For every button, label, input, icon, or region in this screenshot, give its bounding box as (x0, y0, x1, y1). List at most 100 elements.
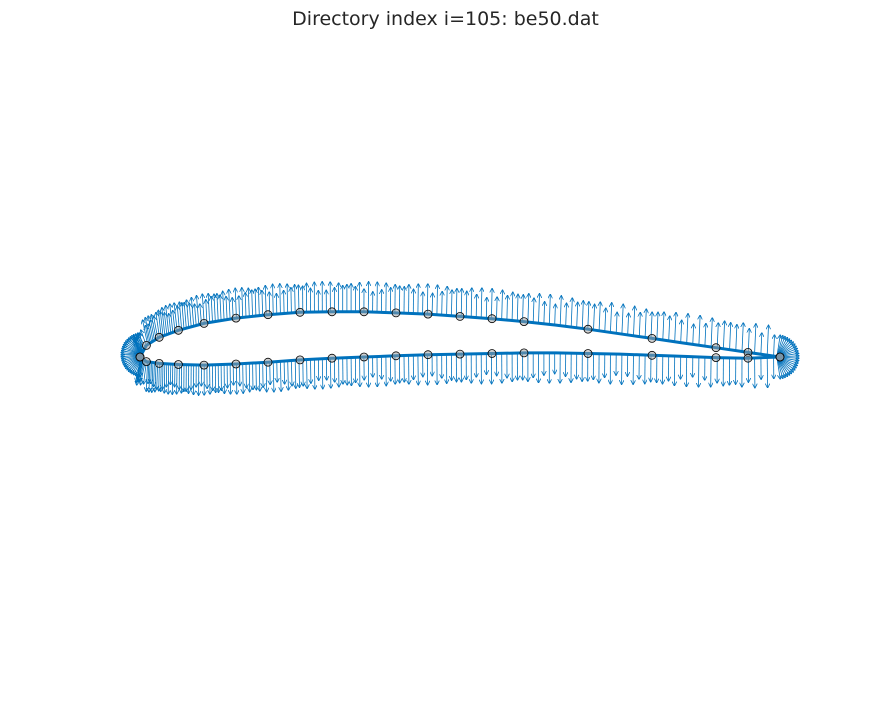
upper-normal-arrow (258, 288, 259, 316)
trailing-edge-arrow (776, 356, 780, 379)
lower-surface-marker (455, 349, 465, 359)
upper-normal-arrow (239, 296, 240, 318)
upper-normal-arrow (255, 289, 256, 317)
upper-normal-arrow (476, 295, 477, 318)
lower-surface-marker (173, 360, 183, 369)
lower-surface-marker (391, 351, 401, 361)
upper-normal-arrow (197, 296, 199, 325)
upper-normal-arrow (166, 306, 170, 334)
lower-normal-arrow (330, 358, 331, 388)
upper-normal-arrow (248, 288, 249, 317)
lower-normal-arrow (314, 359, 315, 389)
lower-normal-arrow (154, 362, 155, 386)
upper-surface-marker (423, 309, 433, 319)
upper-normal-arrow (284, 291, 285, 314)
lower-surface-marker (135, 352, 145, 362)
upper-normal-arrow (610, 303, 611, 333)
upper-surface-marker (391, 308, 401, 318)
upper-normal-arrow (235, 288, 236, 319)
lower-normal-arrow (151, 362, 152, 383)
upper-normal-arrow (471, 288, 472, 318)
upper-normal-arrow (582, 301, 583, 329)
lower-normal-arrow (172, 364, 173, 394)
upper-normal-arrow (456, 289, 457, 317)
lower-normal-arrow (299, 359, 300, 387)
upper-surface-marker (647, 333, 657, 343)
upper-surface-marker (173, 325, 183, 335)
upper-normal-arrow (174, 303, 178, 331)
surface-markers (135, 307, 785, 370)
lower-surface-marker (327, 353, 337, 363)
lower-normal-arrow (259, 362, 260, 391)
upper-normal-arrow (645, 309, 646, 338)
upper-normal-arrow (447, 287, 448, 316)
lower-surface-marker (154, 358, 164, 368)
upper-normal-arrow (202, 294, 204, 324)
upper-normal-arrow (220, 295, 221, 321)
lower-normal-arrow (291, 360, 292, 386)
upper-surface-marker (455, 311, 465, 321)
upper-normal-arrow (742, 323, 743, 352)
lower-normal-arrow (288, 360, 289, 390)
upper-normal-arrow (616, 313, 617, 334)
upper-normal-arrow (295, 285, 296, 313)
upper-surface-marker (199, 318, 209, 328)
upper-normal-arrow (517, 295, 518, 322)
normal-vectors (121, 282, 799, 395)
upper-normal-arrow (502, 290, 503, 320)
upper-normal-arrow (432, 294, 433, 315)
upper-surface-marker (711, 343, 721, 353)
lower-normal-arrow (243, 363, 244, 394)
upper-normal-arrow (594, 305, 595, 331)
upper-normal-arrow (711, 318, 712, 348)
upper-normal-arrow (657, 313, 658, 340)
upper-surface-marker (141, 340, 151, 350)
upper-normal-arrow (669, 316, 670, 341)
upper-normal-arrow (179, 302, 181, 330)
upper-normal-arrow (528, 294, 529, 323)
upper-normal-arrow (182, 303, 184, 329)
upper-normal-arrow (681, 320, 682, 343)
lower-normal-arrow (146, 361, 147, 391)
upper-normal-arrow (187, 300, 189, 328)
upper-normal-arrow (206, 300, 207, 323)
upper-normal-arrow (148, 324, 152, 343)
lower-surface-marker (775, 352, 785, 362)
upper-normal-arrow (145, 326, 150, 344)
upper-normal-arrow (723, 321, 724, 349)
lower-surface-marker (295, 355, 305, 365)
upper-normal-arrow (544, 302, 545, 324)
lower-surface-marker (487, 349, 497, 358)
upper-normal-arrow (217, 294, 218, 322)
upper-normal-arrow (628, 314, 629, 335)
upper-normal-arrow (287, 284, 288, 314)
upper-normal-arrow (605, 308, 606, 332)
lower-normal-arrow (163, 363, 164, 389)
upper-normal-arrow (461, 289, 462, 317)
figure-title: Directory index i=105: be50.dat (292, 8, 599, 30)
upper-surface-marker (154, 332, 164, 342)
upper-surface-marker (487, 314, 497, 324)
lower-normal-arrow (161, 363, 162, 392)
upper-surface-marker (327, 307, 337, 317)
lower-normal-arrow (152, 362, 153, 393)
lower-normal-arrow (166, 363, 167, 387)
lower-surface-marker (519, 348, 529, 358)
upper-normal-arrow (539, 294, 540, 324)
upper-normal-arrow (491, 289, 492, 319)
upper-normal-arrow (699, 316, 700, 346)
upper-normal-arrow (761, 333, 762, 355)
upper-normal-arrow (730, 323, 731, 350)
upper-normal-arrow (226, 297, 227, 320)
upper-normal-arrow (693, 324, 694, 345)
upper-normal-arrow (442, 292, 443, 316)
upper-normal-arrow (145, 318, 151, 344)
upper-normal-arrow (663, 312, 664, 341)
lower-surface-marker (231, 359, 241, 369)
upper-normal-arrow (507, 296, 508, 321)
upper-normal-arrow (512, 292, 513, 321)
lower-surface-marker (359, 352, 369, 362)
upper-normal-arrow (195, 304, 197, 326)
lower-surface-marker (647, 350, 657, 360)
upper-normal-arrow (242, 288, 243, 318)
